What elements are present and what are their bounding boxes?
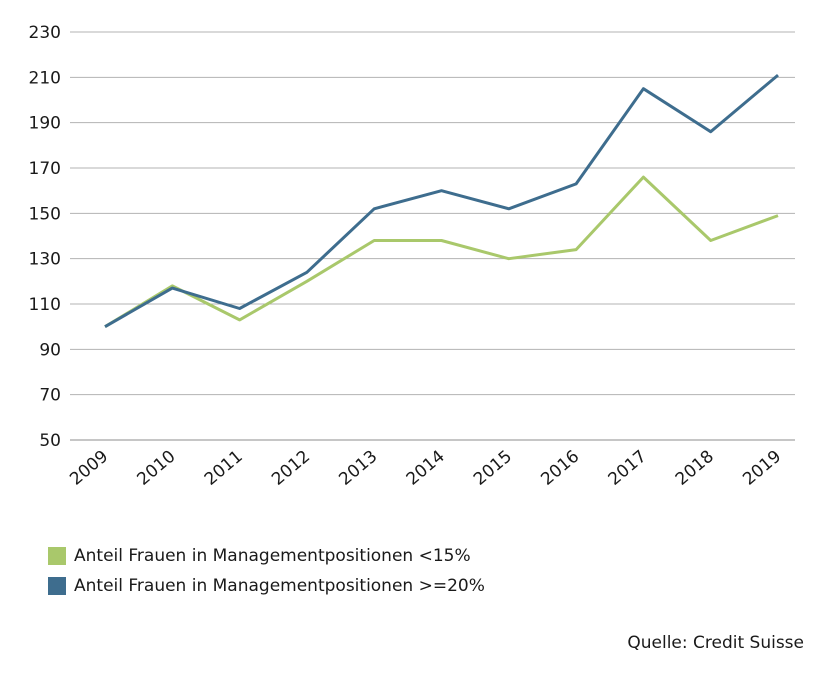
x-tick-label: 2018 (672, 447, 718, 490)
x-tick-label: 2015 (470, 447, 516, 490)
legend: Anteil Frauen in Managementpositionen <1… (48, 541, 485, 601)
y-tick-label: 150 (29, 204, 61, 224)
line-chart: 50 70 90 110 130 150 170 190 210 230 2009 2010 2011… (29, 23, 795, 490)
x-tick-label: 2014 (403, 447, 449, 490)
y-axis: 50 70 90 110 130 150 170 190 210 230 (29, 23, 61, 451)
x-axis: 2009 2010 2011 2012 2013 2014 2015 2016 2017 2018… (66, 447, 785, 490)
x-tick-label: 2019 (739, 447, 785, 490)
legend-item-low-share: Anteil Frauen in Managementpositionen <1… (48, 541, 485, 571)
x-tick-label: 2017 (605, 447, 651, 490)
legend-label-high-share: Anteil Frauen in Managementpositionen >=… (74, 576, 485, 596)
x-tick-label: 2016 (537, 447, 583, 490)
y-tick-label: 230 (29, 23, 61, 43)
y-tick-label: 170 (29, 159, 61, 179)
y-tick-label: 90 (39, 340, 61, 360)
gridlines (70, 31, 795, 441)
y-tick-label: 50 (39, 431, 61, 451)
y-tick-label: 130 (29, 250, 61, 270)
y-tick-label: 110 (29, 295, 61, 315)
legend-item-high-share: Anteil Frauen in Managementpositionen >=… (48, 571, 485, 601)
legend-swatch-high-share (48, 577, 66, 595)
source-note: Quelle: Credit Suisse (627, 633, 804, 653)
x-tick-label: 2013 (335, 447, 381, 490)
x-tick-label: 2009 (66, 447, 112, 490)
x-tick-label: 2011 (201, 447, 247, 490)
y-tick-label: 210 (29, 68, 61, 88)
series-lines (104, 73, 779, 329)
legend-swatch-low-share (48, 547, 66, 565)
x-tick-label: 2012 (268, 447, 314, 490)
y-tick-label: 190 (29, 114, 61, 134)
x-tick-label: 2010 (134, 447, 180, 490)
legend-label-low-share: Anteil Frauen in Managementpositionen <1… (74, 546, 471, 566)
series-line-high-share (104, 73, 779, 329)
series-line-low-share (104, 175, 779, 328)
y-tick-label: 70 (39, 386, 61, 406)
